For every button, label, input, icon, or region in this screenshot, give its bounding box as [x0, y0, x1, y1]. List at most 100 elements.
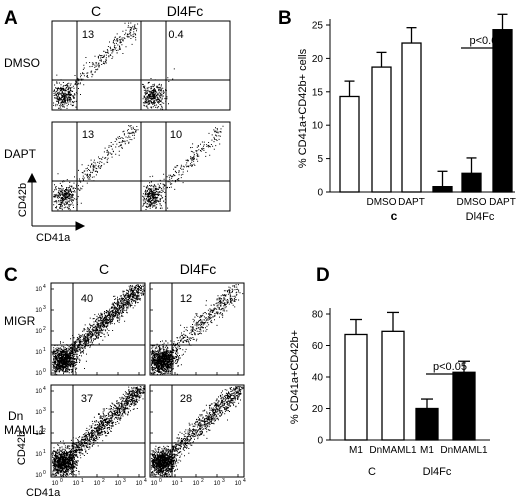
y-tick-label: 10 — [35, 287, 42, 293]
plot-a-dl4fc-dapt-dots — [142, 125, 224, 210]
plot-a-c-dmso-dots — [53, 22, 139, 110]
panel-a-gates — [52, 21, 230, 211]
y-tick-label: 60 — [312, 341, 324, 352]
panel-c-xlabel: CD41a — [26, 487, 61, 499]
panel-b-letter: B — [278, 8, 292, 29]
bar-label: DnMAML1 — [369, 445, 417, 456]
panel-c-row-maml1: MAML1 — [4, 423, 46, 437]
y-tick-label: 0 — [317, 436, 323, 447]
bar — [415, 407, 439, 441]
y-tick-label: 80 — [312, 310, 324, 321]
y-tick-exp: 2 — [43, 428, 46, 434]
bar-label: DnMAML1 — [440, 445, 488, 456]
y-tick-label: 25 — [312, 21, 324, 32]
y-tick-label: 10 — [35, 452, 42, 458]
x-tick-label: 10 — [235, 481, 242, 487]
panel-a: A C Dl4Fc DMSO DAPT 13 0.4 13 10 CD42b — [4, 3, 231, 244]
y-tick-label: 5 — [317, 154, 323, 165]
y-tick-label: 10 — [35, 329, 42, 335]
scatter-points — [151, 284, 244, 375]
panel-c-row-migr: MIGR — [4, 314, 36, 328]
significance-label: p<0.05 — [433, 361, 467, 373]
x-tick-label: 10 — [214, 481, 221, 487]
y-tick-exp: 4 — [43, 284, 46, 290]
y-tick-label: 10 — [35, 371, 42, 377]
x-tick-label: 10 — [73, 481, 80, 487]
scatter-points — [52, 284, 145, 375]
plot-c-c-dnmaml1-dots — [52, 386, 145, 477]
bar — [461, 172, 482, 193]
quadrant-value-c-dl4fc-migr: 12 — [180, 293, 192, 305]
panel-c-letter: C — [4, 265, 18, 286]
bar — [381, 330, 405, 441]
panel-c-gates — [51, 283, 244, 477]
plot-a-c-dapt-dots — [53, 125, 139, 211]
y-tick-label: 10 — [35, 473, 42, 479]
bar-label: DAPT — [398, 197, 425, 208]
x-tick-exp: 4 — [243, 478, 246, 484]
quadrant-value-a-dl4fc-dapt: 10 — [170, 129, 182, 141]
scatter-points — [151, 386, 244, 477]
panel-c: C C Dl4Fc MIGR Dn MAML1 40 12 37 28 10 01… — [4, 261, 246, 499]
quadrant-value-c-dl4fc-dnmaml1: 28 — [180, 393, 192, 405]
y-tick-exp: 1 — [43, 449, 46, 455]
y-tick-label: 40 — [312, 373, 324, 384]
y-tick-label: 10 — [35, 410, 42, 416]
x-tick-label: 10 — [136, 481, 143, 487]
bar — [452, 371, 476, 441]
x-tick-exp: 3 — [222, 478, 225, 484]
bar — [432, 186, 453, 193]
bar-label: DAPT — [489, 197, 516, 208]
y-tick-label: 10 — [35, 431, 42, 437]
y-tick-label: 15 — [312, 87, 324, 98]
panel-a-axis-arrows — [27, 172, 86, 231]
panel-a-row-dmso: DMSO — [4, 56, 40, 70]
y-tick-label: 0 — [317, 188, 323, 199]
y-tick-exp: 0 — [43, 368, 46, 374]
panel-a-ylabel: CD42b — [17, 183, 29, 217]
x-tick-label: 10 — [172, 481, 179, 487]
x-tick-exp: 0 — [60, 478, 63, 484]
y-axis-label: % CD41a+CD42b+ — [289, 330, 301, 424]
x-tick-label: 10 — [151, 481, 158, 487]
y-tick-exp: 1 — [43, 347, 46, 353]
bar — [371, 66, 392, 193]
group-label: Dl4Fc — [466, 211, 495, 223]
plot-c-dl4fc-migr-dots — [151, 284, 244, 375]
y-tick-exp: 0 — [43, 470, 46, 476]
quadrant-value-c-c-dnmaml1: 37 — [81, 393, 93, 405]
quadrant-value-a-c-dapt: 13 — [82, 129, 94, 141]
y-tick-exp: 4 — [43, 386, 46, 392]
plot-a-dl4fc-dapt-frame — [140, 121, 231, 212]
plot-a-dl4fc-dmso-dots — [142, 68, 175, 110]
x-tick-label: 10 — [193, 481, 200, 487]
scatter-points — [142, 68, 175, 110]
plot-c-dl4fc-dnmaml1-dots — [151, 386, 244, 477]
significance-label: p<0.01 — [470, 35, 504, 47]
y-tick-label: 10 — [35, 308, 42, 314]
panel-a-letter: A — [4, 8, 18, 29]
panel-a-col-c: C — [91, 3, 101, 19]
bar-label: M1 — [349, 445, 363, 456]
plot-c-c-migr-dots — [52, 284, 145, 375]
quadrant-value-a-dl4fc-dmso: 0.4 — [168, 29, 183, 41]
quadrant-value-a-c-dmso: 13 — [82, 29, 94, 41]
y-tick-label: 10 — [35, 389, 42, 395]
scatter-points — [52, 386, 145, 477]
x-tick-exp: 4 — [144, 478, 147, 484]
x-tick-exp: 0 — [159, 478, 162, 484]
bar — [492, 29, 513, 193]
bar-label: DMSO — [367, 197, 397, 208]
panel-c-log-ticks: 10 010 110 210 310 410 010 110 210 310 410 0 10 1 10 2 1… — [35, 284, 246, 487]
x-tick-exp: 2 — [102, 478, 105, 484]
group-label: C — [368, 466, 376, 478]
quadrant-value-c-c-migr: 40 — [81, 293, 93, 305]
group-label: c — [391, 209, 398, 223]
bar — [339, 95, 360, 193]
panel-a-row-dapt: DAPT — [4, 147, 37, 161]
